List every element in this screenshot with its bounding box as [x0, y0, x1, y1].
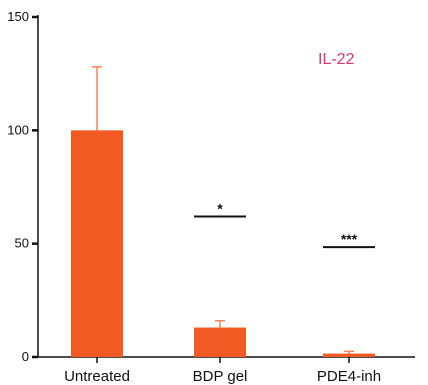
category-label: PDE4-inh — [317, 368, 381, 385]
bars-group — [71, 66, 375, 357]
significance-label: * — [217, 200, 223, 216]
y-tick-label: 0 — [22, 349, 29, 364]
y-tick-label: 100 — [7, 122, 29, 137]
significance-label: *** — [341, 231, 358, 247]
category-label: Untreated — [64, 368, 130, 385]
bar — [71, 130, 123, 357]
category-label: BDP gel — [193, 368, 248, 385]
y-tick-label: 50 — [15, 236, 29, 251]
significance-group: **** — [194, 200, 375, 249]
y-tick-label: 150 — [7, 9, 29, 24]
bar — [194, 327, 246, 357]
bar — [323, 353, 375, 357]
series-label: IL-22 — [318, 51, 355, 68]
axes: 0 50 100 150 Untreated BDP gel PDE4-inh — [7, 9, 415, 385]
